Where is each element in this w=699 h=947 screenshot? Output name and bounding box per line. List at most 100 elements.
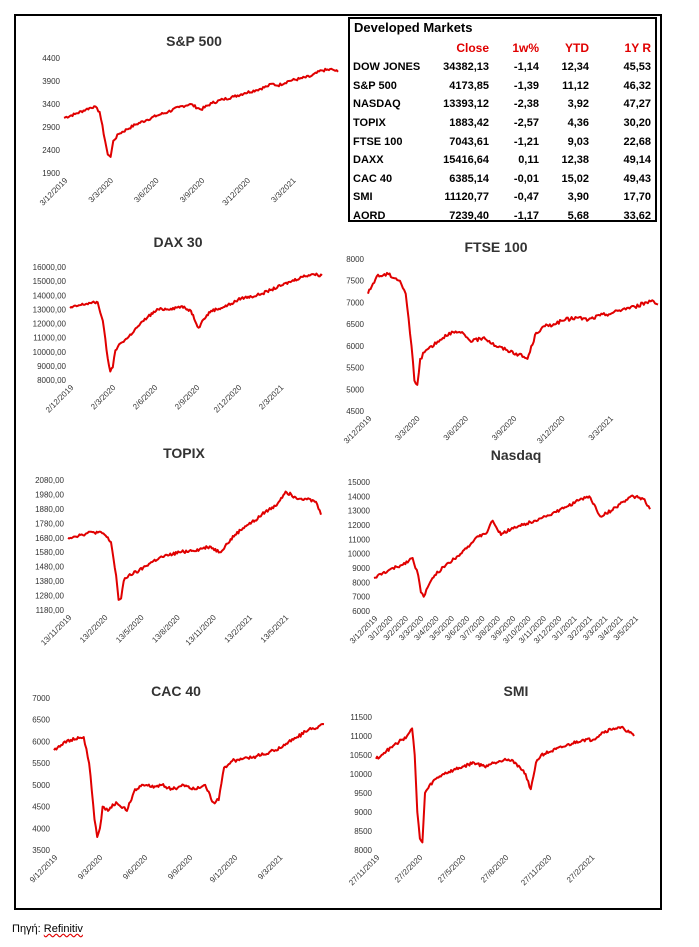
chart-dax-svg: DAX 30 8000,00 9000,00 10000,00 11000,00 1200… — [33, 234, 323, 415]
chart-title: Nasdaq — [491, 447, 542, 463]
chart-smi-svg: SMI 8000 8500 9000 9500 10000 10500 11000 11500 2… — [347, 683, 635, 888]
table-row: DAXX 15416,64 0,11 12,38 49,14 — [353, 151, 651, 170]
source-prefix: Πηγή: — [12, 923, 44, 935]
chart-nasdaq-svg: Nasdaq 6000 7000 8000 9000 10000 11000 12000 130… — [348, 447, 651, 646]
ytd-change: 3,92 — [567, 98, 589, 111]
x-tick-label: 13/5/2021 — [259, 613, 291, 645]
y-tick-label: 7000 — [352, 593, 370, 602]
y-tick-label: 2400 — [42, 146, 60, 155]
year-return: 33,62 — [623, 210, 651, 223]
chart-title: CAC 40 — [151, 683, 201, 699]
series-line — [375, 725, 635, 844]
y-tick-label: 1280,00 — [35, 592, 64, 601]
y-tick-label: 9000,00 — [37, 362, 66, 371]
y-tick-label: 1980,00 — [35, 490, 64, 499]
index-name: FTSE 100 — [353, 135, 403, 148]
y-tick-label: 11000,00 — [33, 334, 66, 343]
y-tick-label: 6500 — [346, 320, 364, 329]
week-change: -2,38 — [513, 98, 539, 111]
x-tick-label: 3/9/2020 — [490, 414, 519, 443]
x-tick-label: 13/5/2020 — [114, 613, 146, 645]
year-return: 45,53 — [623, 61, 651, 74]
x-tick-label: 3/9/2020 — [178, 176, 207, 205]
y-tick-label: 7000 — [346, 298, 364, 307]
close-value: 34382,13 — [443, 61, 489, 74]
year-return: 22,68 — [623, 135, 651, 148]
year-return: 49,43 — [623, 172, 651, 185]
y-tick-label: 2900 — [42, 123, 60, 132]
week-change: -0,47 — [513, 191, 539, 204]
y-tick-label: 7000 — [32, 694, 50, 703]
chart-sp500: S&P 500 1900 2400 2900 3400 3900 4400 3/12/2019… — [16, 28, 346, 233]
header-name — [353, 38, 431, 58]
x-tick-label: 2/3/2021 — [257, 383, 286, 412]
figure-frame — [14, 14, 662, 910]
x-tick-label: 2/6/2020 — [131, 383, 160, 412]
ytd-change: 4,36 — [567, 117, 589, 130]
index-name: CAC 40 — [353, 172, 393, 185]
y-tick-label: 1900 — [42, 169, 60, 178]
y-tick-label: 1480,00 — [35, 563, 64, 572]
y-tick-label: 1180,00 — [36, 606, 65, 615]
chart-dax: DAX 30 8000,00 9000,00 10000,00 11000,00 1200… — [16, 232, 346, 437]
y-tick-label: 1580,00 — [35, 548, 64, 557]
y-tick-label: 7500 — [346, 277, 364, 286]
chart-title: SMI — [504, 683, 529, 699]
ytd-change: 11,12 — [562, 79, 589, 92]
index-name: TOPIX — [353, 117, 386, 130]
close-value: 13393,12 — [443, 98, 489, 111]
close-value: 4173,85 — [449, 79, 489, 92]
chart-title: DAX 30 — [153, 234, 202, 250]
chart-nasdaq: Nasdaq 6000 7000 8000 9000 10000 11000 12000 130… — [336, 440, 661, 675]
y-tick-label: 9500 — [354, 789, 372, 798]
x-tick-label: 2/12/2020 — [212, 383, 244, 415]
markets-grid: Close 1w% YTD 1Y R DOW JONES 34382,13 -1,1… — [353, 38, 651, 225]
y-tick-label: 12000,00 — [33, 320, 67, 329]
y-tick-label: 3400 — [42, 100, 60, 109]
y-tick-label: 15000,00 — [33, 277, 67, 286]
x-tick-label: 9/3/2021 — [256, 853, 285, 882]
y-tick-label: 8000 — [354, 846, 372, 855]
y-tick-label: 1880,00 — [35, 505, 64, 514]
close-value: 7043,61 — [449, 135, 489, 148]
table-row: TOPIX 1883,42 -2,57 4,36 30,20 — [353, 114, 651, 133]
table-row: AORD 7239,40 -1,17 5,68 33,62 — [353, 207, 651, 226]
chart-cac-svg: CAC 40 3500 4000 4500 5000 5500 6000 6500 7000 9/… — [28, 683, 325, 885]
y-tick-label: 10000 — [350, 770, 373, 779]
x-tick-label: 2/9/2020 — [173, 383, 202, 412]
y-tick-label: 5500 — [346, 364, 364, 373]
year-return: 30,20 — [623, 117, 651, 130]
x-tick-label: 27/11/2019 — [347, 853, 382, 888]
week-change: -1,39 — [513, 79, 539, 92]
y-tick-label: 1780,00 — [35, 519, 64, 528]
x-tick-label: 9/6/2020 — [121, 853, 150, 882]
table-row: SMI 11120,77 -0,47 3,90 17,70 — [353, 188, 651, 207]
chart-sp500-svg: S&P 500 1900 2400 2900 3400 3900 4400 3/12/2019… — [38, 33, 339, 208]
x-tick-label: 3/6/2020 — [132, 176, 161, 205]
index-name: NASDAQ — [353, 98, 401, 111]
index-name: DAXX — [353, 154, 384, 167]
y-tick-label: 5000 — [32, 781, 50, 790]
year-return: 47,27 — [623, 98, 651, 111]
index-name: AORD — [353, 210, 386, 223]
table-title: Developed Markets — [354, 20, 473, 35]
y-tick-label: 8000 — [346, 255, 364, 264]
year-return: 46,32 — [623, 79, 651, 92]
source-name: Refinitiv — [43, 923, 83, 935]
y-tick-label: 11000 — [348, 535, 370, 544]
chart-smi: SMI 8000 8500 9000 9500 10000 10500 11000 11500 2… — [336, 680, 661, 902]
chart-topix-svg: TOPIX 1180,00 1280,00 1380,00 1480,00 1580,00… — [35, 445, 322, 647]
header-1y: 1Y R — [624, 41, 651, 55]
series-line — [67, 490, 322, 601]
y-tick-label: 4500 — [32, 803, 50, 812]
index-name: DOW JONES — [353, 61, 421, 74]
table-row: S&P 500 4173,85 -1,39 11,12 46,32 — [353, 77, 651, 96]
y-tick-label: 16000,00 — [33, 263, 67, 272]
x-tick-label: 9/12/2019 — [28, 853, 60, 885]
y-tick-label: 13000,00 — [33, 305, 67, 314]
y-tick-label: 13000 — [348, 507, 371, 516]
y-tick-label: 10500 — [350, 751, 373, 760]
x-tick-label: 2/3/2020 — [89, 383, 118, 412]
y-tick-label: 10000 — [348, 550, 371, 559]
x-tick-label: 3/12/2019 — [38, 176, 70, 208]
